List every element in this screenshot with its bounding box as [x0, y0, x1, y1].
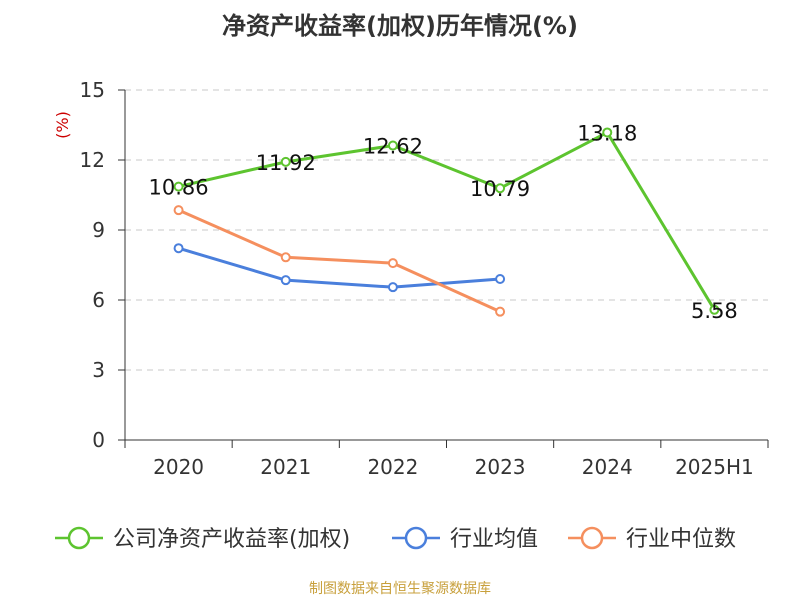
- x-tick-label: 2020: [153, 455, 204, 479]
- legend-marker-0: [67, 526, 91, 550]
- series-lines: [173, 127, 720, 317]
- x-tick-label: 2023: [475, 455, 526, 479]
- series-point-2: [495, 306, 506, 317]
- series-point-0: [387, 140, 398, 151]
- series-point-0: [602, 127, 613, 138]
- data-label: 10.79: [470, 177, 530, 201]
- data-labels: 10.86 11.92 12.62 10.79 13.18 5.58: [149, 121, 738, 322]
- y-tick-label: 15: [80, 78, 105, 102]
- series-point-0: [173, 181, 184, 192]
- data-label: 10.86: [149, 176, 209, 200]
- series-point-1: [387, 282, 398, 293]
- x-tick-label: 2024: [582, 455, 633, 479]
- series-point-1: [280, 275, 291, 286]
- legend: 公司净资产收益率(加权) 行业均值 行业中位数: [55, 526, 736, 552]
- y-tick-label: 9: [92, 218, 105, 242]
- series-point-2: [173, 205, 184, 216]
- y-tick-label: 6: [92, 288, 105, 312]
- legend-label-2: 行业中位数: [626, 527, 736, 552]
- series-point-0: [495, 183, 506, 194]
- x-tick-label: 2025H1: [675, 455, 754, 479]
- y-tick-label: 0: [92, 428, 105, 452]
- y-tick-label: 3: [92, 358, 105, 382]
- legend-marker-2: [580, 526, 604, 550]
- series-line-1: [178, 246, 501, 289]
- y-tick-label: 12: [80, 148, 105, 172]
- data-label: 13.18: [577, 121, 637, 145]
- x-tick-label: 2022: [367, 455, 418, 479]
- series-point-0: [280, 156, 291, 167]
- legend-label-1: 行业均值: [450, 527, 538, 552]
- series-point-1: [173, 243, 184, 254]
- data-label: 11.92: [256, 151, 316, 175]
- gridlines: [125, 89, 768, 371]
- legend-label-0: 公司净资产收益率(加权): [113, 527, 350, 552]
- series-line-0: [178, 130, 716, 311]
- series-line-2: [177, 208, 501, 314]
- x-tick-label: 2021: [260, 455, 311, 479]
- axes: 0 3 6 9 12 15 (%) 2020 2021 2022 2023 2024 2025H1: [53, 78, 769, 479]
- source-note: 制图数据来自恒生聚源数据库: [309, 581, 491, 597]
- series-point-2: [387, 258, 398, 269]
- series-point-1: [495, 274, 506, 284]
- chart-title: 净资产收益率(加权)历年情况(%): [222, 12, 578, 40]
- legend-marker-1: [404, 526, 428, 550]
- data-label: 5.58: [691, 299, 738, 323]
- series-point-2: [280, 252, 291, 263]
- series-point-0: [709, 304, 720, 315]
- y-axis-label: (%): [53, 111, 72, 139]
- data-label: 12.62: [363, 135, 423, 159]
